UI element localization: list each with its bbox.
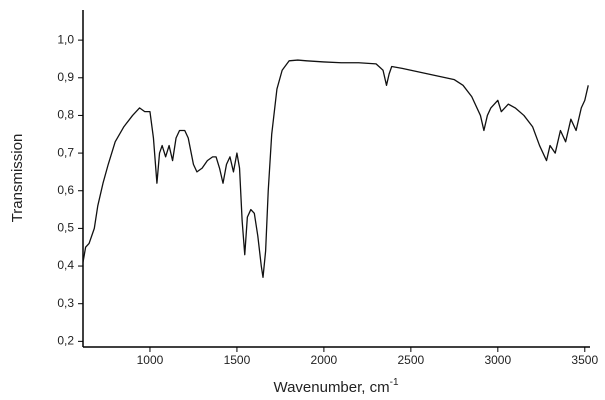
y-tick-label: 1,0 <box>57 32 74 46</box>
y-tick-label: 0,9 <box>57 70 74 84</box>
x-tick-label: 3500 <box>571 353 598 367</box>
y-tick-label: 0,6 <box>57 183 74 197</box>
y-tick-label: 0,8 <box>57 108 74 122</box>
spectrum-line <box>82 59 589 278</box>
y-tick-label: 0,5 <box>57 221 74 235</box>
x-axis-title: Wavenumber, cm-1 <box>273 377 398 396</box>
y-axis-title: Transmission <box>9 134 26 223</box>
y-tick-label: 0,4 <box>57 258 74 272</box>
y-tick-label: 0,3 <box>57 296 74 310</box>
x-axis-title-text: Wavenumber, cm <box>273 379 389 396</box>
x-tick-label: 3000 <box>484 353 511 367</box>
x-tick-label: 2500 <box>398 353 425 367</box>
x-tick-label: 1500 <box>224 353 251 367</box>
x-tick-label: 2000 <box>311 353 338 367</box>
x-tick-label: 1000 <box>137 353 164 367</box>
x-axis-title-superscript: -1 <box>390 377 399 388</box>
y-tick-label: 0,2 <box>57 334 74 348</box>
y-tick-label: 0,7 <box>57 145 74 159</box>
